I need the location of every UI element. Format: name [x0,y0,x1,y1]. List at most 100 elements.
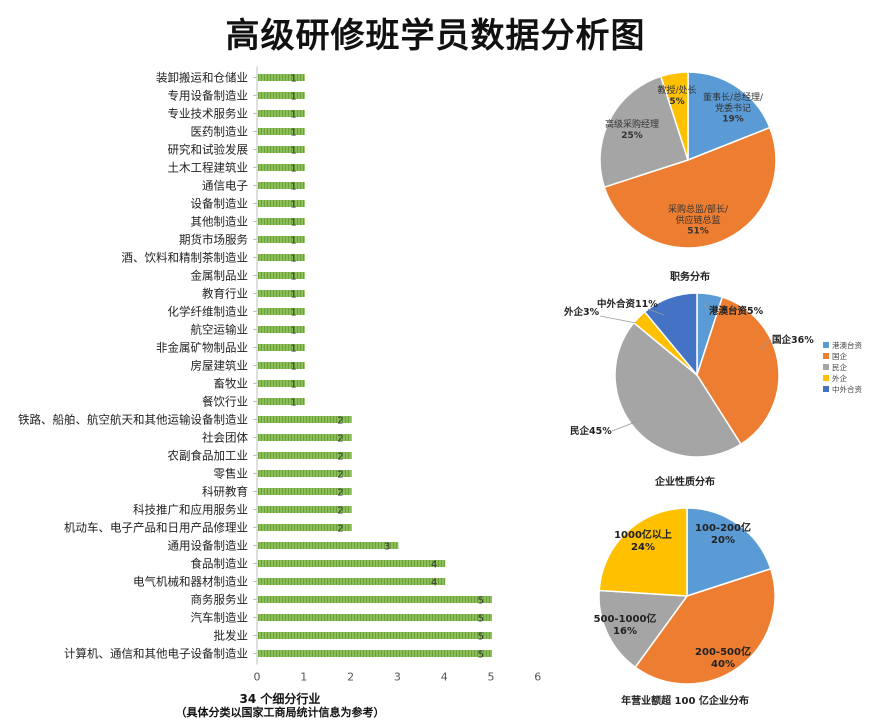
bar-value-label: 2 [337,488,343,499]
bar-value-label: 1 [290,200,296,211]
revenue-pie-label: 1000亿以上 24% [614,528,672,553]
category-label: 农副食品加工业 [168,449,249,463]
leader-line [611,420,639,432]
company-type-pie-label: 中外合资11% [597,298,658,310]
category-label: 批发业 [214,629,249,643]
leader-line [599,315,637,324]
x-tick-label: 6 [534,671,541,684]
category-label: 食品制造业 [191,557,249,571]
leader-line [703,302,709,311]
company-type-pie-label: 国企36% [772,334,814,346]
leader-line [759,339,772,350]
bar [258,452,352,459]
bar [258,308,305,315]
bar [258,578,446,585]
bar-value-label: 2 [337,524,343,535]
x-tick-label: 4 [441,671,448,684]
category-label: 畜牧业 [214,377,249,391]
revenue-pie-label: 100-200亿 20% [695,521,751,546]
bar-value-label: 4 [431,560,437,571]
category-label: 电气机械和器材制造业 [133,575,248,589]
bar [258,614,492,621]
category-label: 铁路、船舶、航空航天和其他运输设备制造业 [18,413,248,427]
category-label: 房屋建筑业 [191,359,249,373]
bar [258,290,305,297]
revenue-pie-chart: 100-200亿 20% 200-500亿 40% 500-1000亿 16% 1000亿以… [594,507,776,685]
company-type-pie-slice [614,321,742,458]
category-label: 酒、饮料和精制茶制造业 [122,251,249,265]
bar-value-label: 1 [290,290,296,301]
bar [258,560,446,567]
company-type-pie-label: 外企3% [563,306,600,318]
revenue-pie-label: 200-500亿 40% [695,645,751,670]
category-label: 科研教育 [202,485,248,499]
legend-label: 国企 [832,351,847,361]
company-type-pie-label: 港澳台资5% [709,305,764,317]
bar [258,254,305,261]
bar-value-label: 1 [290,92,296,103]
x-tick-label: 2 [347,671,354,684]
position-pie-label: 董事长/总经理/党委书记 19% [703,91,764,125]
bar [258,380,305,387]
bar-value-label: 1 [290,164,296,175]
legend-swatch [823,375,829,381]
category-label: 通用设备制造业 [168,539,249,553]
legend-label: 港澳台资 [832,340,862,350]
position-pie-title: 职务分布 [670,272,710,283]
bar-value-label: 3 [384,542,390,553]
position-pie-slice [687,71,771,162]
bar [258,272,305,279]
bar [258,596,492,603]
legend-swatch [823,364,829,370]
bar-value-label: 1 [290,362,296,373]
category-label: 期货市场服务 [179,233,248,247]
leader-line [647,308,665,316]
bar-value-label: 1 [290,308,296,319]
category-label: 航空运输业 [191,323,249,337]
bar-value-label: 1 [290,146,296,157]
bar-value-label: 1 [290,218,296,229]
position-pie-slice [659,71,689,161]
bar-value-label: 2 [337,506,343,517]
category-label: 化学纤维制造业 [168,305,249,319]
bar [258,218,305,225]
category-label: 专业技术服务业 [168,107,249,121]
bar [258,344,305,351]
category-label: 社会团体 [202,431,248,445]
revenue-pie-title: 年营业额超 100 亿企业分布 [621,696,749,707]
bar [258,164,305,171]
bar [258,398,305,405]
category-label: 教育行业 [202,287,248,301]
revenue-pie-slice [686,507,772,598]
bar [258,506,352,513]
bar [258,74,305,81]
company-type-pie-slice [643,292,698,378]
category-label: 餐饮行业 [202,395,248,409]
category-label: 专用设备制造业 [168,89,249,103]
bar [258,470,352,477]
bar-value-label: 1 [290,128,296,139]
bar [258,434,352,441]
category-label: 机动车、电子产品和日用产品修理业 [64,521,248,535]
bar [258,416,352,423]
bar-value-label: 1 [290,326,296,337]
legend-label: 民企 [832,362,847,372]
bar-footer-note: （具体分类以国家工商局统计信息为参考） [175,706,385,719]
bar-value-label: 2 [337,434,343,445]
bar-value-label: 1 [290,380,296,391]
bar-value-label: 4 [431,578,437,589]
bar-value-label: 2 [337,470,343,481]
position-pie-label: 采购总监/部长/供应链总监 51% [668,203,729,237]
category-label: 设备制造业 [191,197,249,211]
x-tick-label: 1 [300,671,307,684]
bar [258,128,305,135]
bar [258,650,492,657]
bar-value-label: 1 [290,344,296,355]
bar [258,92,305,99]
category-label: 土木工程建筑业 [168,161,249,175]
legend-swatch [823,342,829,348]
company-type-pie-label: 民企45% [570,425,612,437]
revenue-pie-slice [598,589,689,669]
category-label: 研究和试验发展 [168,143,249,157]
legend-label: 外企 [832,373,847,383]
